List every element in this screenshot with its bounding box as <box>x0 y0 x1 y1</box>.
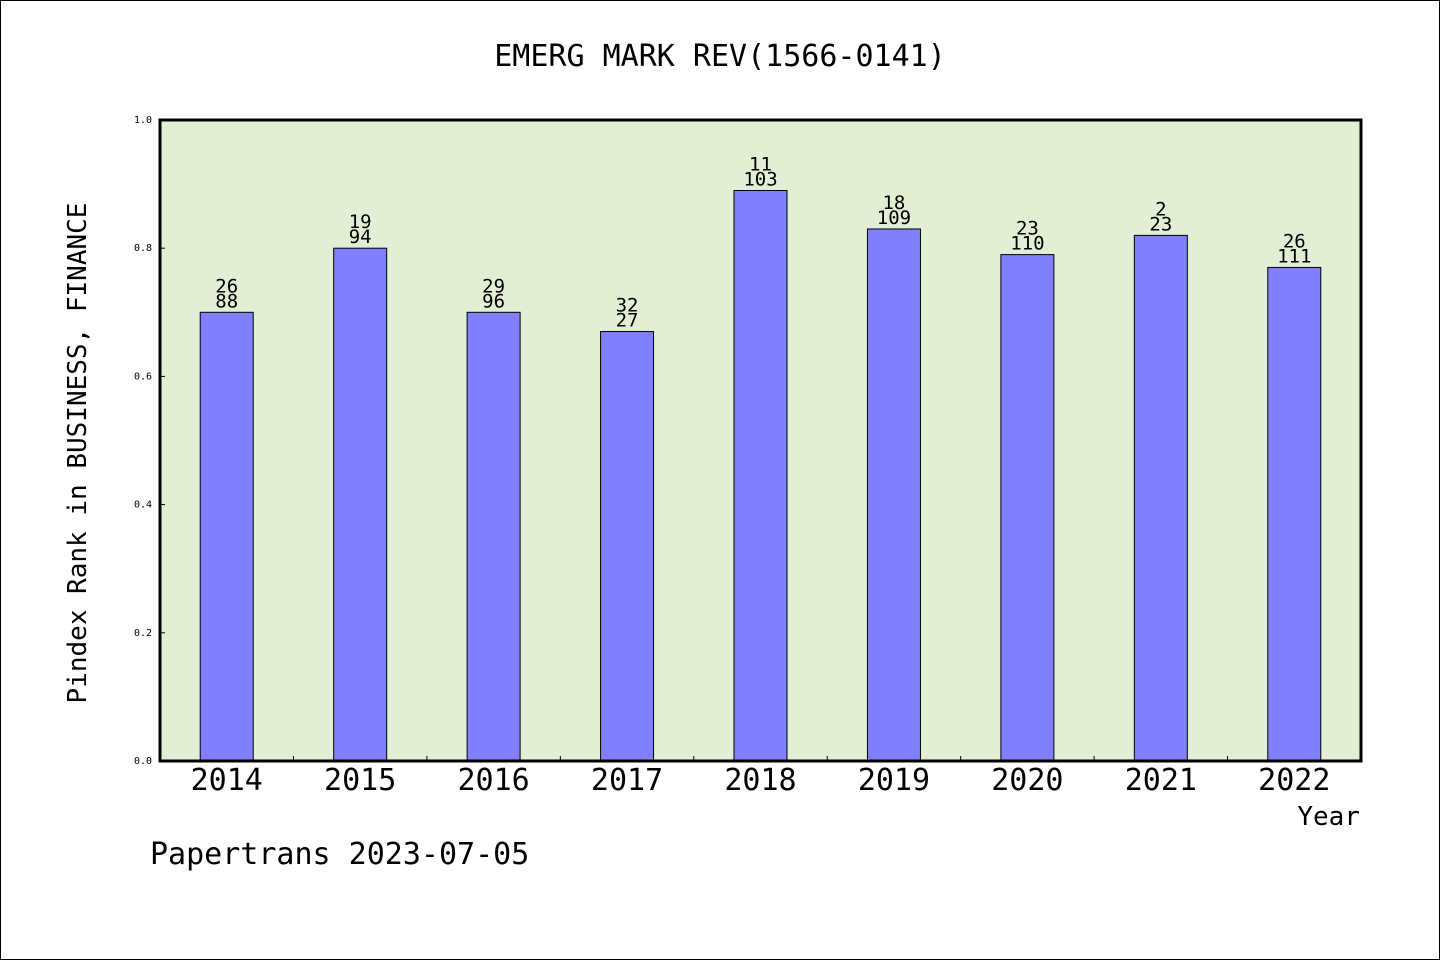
data-label-top: 2 <box>1155 198 1166 220</box>
data-label-top: 23 <box>1016 218 1039 240</box>
data-label-top: 18 <box>882 192 905 214</box>
data-label-bottom: 88 <box>215 290 238 312</box>
plot-border <box>158 118 1363 763</box>
x-tick-label: 2016 <box>457 763 529 798</box>
bar-2022 <box>1267 266 1322 762</box>
footer-text: Papertrans 2023-07-05 <box>150 837 529 872</box>
y-tick-label: 1.0 <box>134 115 152 126</box>
chart-title: EMERG MARK REV(1566-0141) <box>494 39 946 74</box>
data-label-bottom: 111 <box>1277 245 1311 267</box>
x-tick-label: 2018 <box>724 763 796 798</box>
data-label-top: 19 <box>349 211 372 233</box>
data-label-bottom: 110 <box>1010 233 1044 255</box>
data-label-bottom: 23 <box>1149 213 1172 235</box>
y-tick-label: 0.8 <box>134 243 152 254</box>
data-label-top: 26 <box>1283 230 1306 252</box>
y-tick-label: 0.4 <box>134 500 152 511</box>
data-label-bottom: 96 <box>482 290 505 312</box>
y-axis-label: Pindex Rank in BUSINESS, FINANCE <box>63 203 93 704</box>
data-label-top: 29 <box>482 275 505 297</box>
bar-2016 <box>466 311 521 762</box>
data-label-bottom: 94 <box>349 226 372 248</box>
data-label-top: 26 <box>215 275 238 297</box>
x-tick-label: 2019 <box>858 763 930 798</box>
data-label-bottom: 103 <box>743 169 777 191</box>
x-tick-label: 2014 <box>191 763 263 798</box>
data-label-bottom: 27 <box>616 310 639 332</box>
bar-2018 <box>733 190 788 762</box>
bar-2015 <box>333 247 388 762</box>
data-label-top: 32 <box>616 295 639 317</box>
bar-2021 <box>1133 234 1188 762</box>
x-tick-label: 2022 <box>1258 763 1330 798</box>
y-tick-label: 0.0 <box>134 756 152 767</box>
x-tick-label: 2015 <box>324 763 396 798</box>
x-tick-label: 2020 <box>991 763 1063 798</box>
data-label-bottom: 109 <box>877 207 911 229</box>
x-axis-label: Year <box>1297 802 1360 832</box>
y-tick-label: 0.6 <box>134 371 152 382</box>
bar-2017 <box>600 331 655 762</box>
x-tick-label: 2021 <box>1125 763 1197 798</box>
bar-2019 <box>866 228 921 762</box>
bar-2020 <box>1000 254 1055 762</box>
y-tick-label: 0.2 <box>134 628 152 639</box>
data-label-top: 11 <box>749 154 772 176</box>
x-tick-label: 2017 <box>591 763 663 798</box>
bar-2014 <box>199 311 254 762</box>
